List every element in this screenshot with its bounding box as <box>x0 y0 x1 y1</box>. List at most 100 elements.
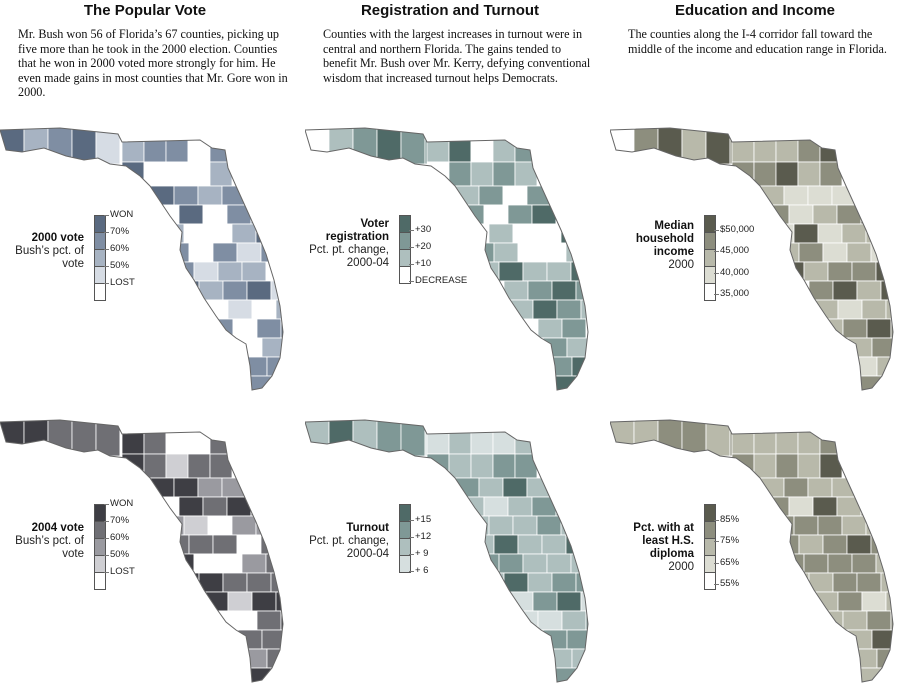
legend-swatch <box>705 556 715 573</box>
county-region <box>753 161 777 187</box>
county-region <box>804 356 830 377</box>
county-region <box>121 135 145 163</box>
county-region <box>764 496 790 517</box>
county-region <box>209 161 233 187</box>
county-region <box>537 318 563 339</box>
county-region <box>478 477 504 498</box>
county-region <box>271 667 283 682</box>
county-region <box>855 185 881 206</box>
county-region <box>546 261 572 282</box>
county-region <box>194 356 220 377</box>
county-region <box>591 630 595 649</box>
state-outline <box>0 127 284 391</box>
county-region <box>213 629 239 650</box>
county-region <box>242 648 268 669</box>
county-region <box>764 204 790 225</box>
county-region <box>828 356 854 377</box>
state-outline <box>610 419 894 683</box>
county-region <box>833 375 859 390</box>
county-region <box>246 280 272 301</box>
county-region <box>275 591 283 612</box>
legend-tick-label: +20 <box>408 241 432 252</box>
county-region <box>836 496 862 517</box>
county-region <box>512 223 538 244</box>
county-region <box>270 280 283 301</box>
legend-tick-label: 60% <box>103 532 130 543</box>
county-region <box>469 534 495 555</box>
county-region <box>731 135 755 163</box>
florida-map <box>305 419 595 683</box>
county-region <box>783 477 809 498</box>
legend-tick-label: DECREASE <box>408 275 468 286</box>
column-title: Registration and Turnout <box>360 2 540 19</box>
county-region <box>121 427 145 455</box>
county-region <box>518 337 544 358</box>
legend-swatches <box>399 504 411 573</box>
county-region <box>488 223 514 244</box>
county-region <box>474 553 500 574</box>
county-region <box>226 204 252 225</box>
county-region <box>503 280 529 301</box>
legend-bold: Turnout <box>346 522 389 534</box>
county-region <box>246 572 272 593</box>
legend-swatch <box>95 250 105 267</box>
county-region <box>23 420 49 457</box>
county-region <box>469 242 495 263</box>
legend-swatches <box>94 215 106 301</box>
county-region <box>789 591 815 612</box>
county-region <box>523 356 549 377</box>
legend-bold: 2000 vote <box>31 232 84 244</box>
county-region <box>556 591 582 612</box>
county-region <box>241 553 267 574</box>
county-region <box>753 427 777 455</box>
county-region <box>522 261 548 282</box>
county-region <box>266 356 283 377</box>
county-region <box>513 318 539 339</box>
county-region <box>143 453 167 479</box>
county-region <box>479 572 505 593</box>
county-region <box>788 204 814 225</box>
county-region <box>860 204 886 225</box>
county-region <box>212 534 238 555</box>
county-region <box>173 185 199 206</box>
county-region <box>860 496 886 517</box>
legend-swatch <box>95 522 105 539</box>
county-region <box>536 515 562 536</box>
county-region <box>169 261 195 282</box>
county-region <box>305 420 330 457</box>
county-region <box>784 280 810 301</box>
county-region <box>842 318 868 339</box>
county-region <box>823 337 849 358</box>
county-region <box>808 572 834 593</box>
map-voter-registration: Voter registration Pct. pt. change, 2000… <box>305 120 595 395</box>
county-region <box>555 496 581 517</box>
county-region <box>576 375 588 390</box>
state-outline <box>305 419 589 683</box>
county-region <box>565 242 588 263</box>
column-title: The Popular Vote <box>83 2 207 19</box>
county-region <box>518 629 544 650</box>
legend-tick-label: + 6 <box>408 565 429 576</box>
column-description: The counties along the I-4 corridor fall… <box>628 27 887 56</box>
county-region <box>179 299 205 320</box>
county-region <box>143 135 167 163</box>
county-region <box>159 515 185 536</box>
county-region <box>870 242 893 263</box>
column-description: Counties with the largest increases in t… <box>323 27 591 85</box>
legend-tick-label: 75% <box>713 535 740 547</box>
county-region <box>822 242 848 263</box>
county-region <box>774 242 800 263</box>
county-region <box>531 204 557 225</box>
county-region <box>517 534 543 555</box>
county-region <box>846 534 872 555</box>
county-region <box>454 185 480 206</box>
county-region <box>352 420 378 457</box>
county-region <box>222 280 248 301</box>
county-region <box>23 128 49 165</box>
county-region <box>236 242 262 263</box>
county-region <box>753 135 777 163</box>
county-region <box>251 299 277 320</box>
county-region <box>0 128 25 165</box>
county-region <box>208 610 234 631</box>
county-region <box>551 280 577 301</box>
